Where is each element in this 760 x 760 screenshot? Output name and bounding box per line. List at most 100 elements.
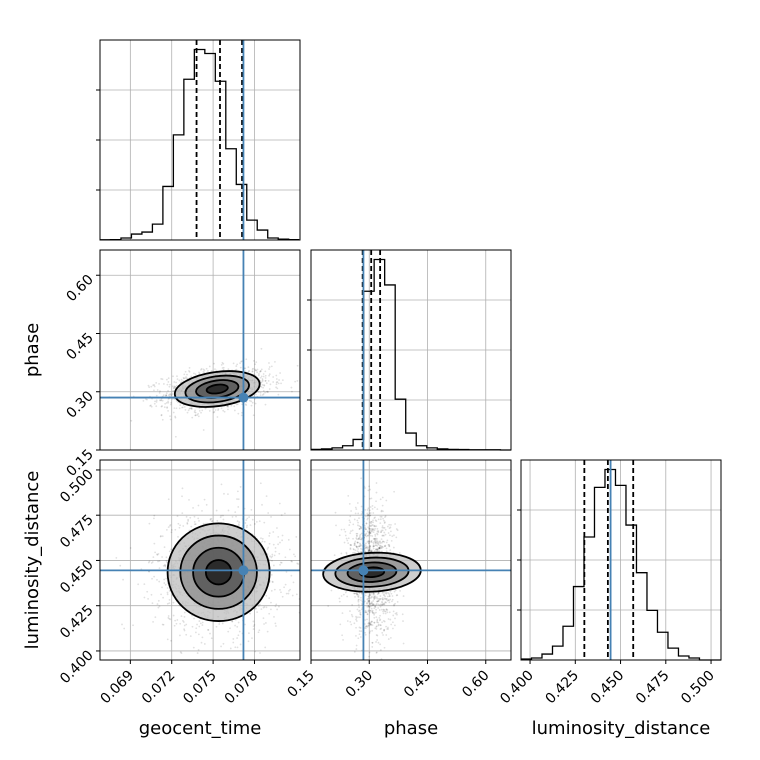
sample-point bbox=[366, 546, 369, 549]
sample-point bbox=[200, 368, 202, 371]
sample-point bbox=[194, 523, 197, 525]
sample-point bbox=[244, 522, 247, 524]
sample-point bbox=[229, 647, 232, 650]
sample-point bbox=[183, 629, 186, 632]
sample-point bbox=[271, 580, 274, 583]
sample-point bbox=[255, 521, 258, 523]
sample-point bbox=[381, 545, 384, 548]
sample-point bbox=[394, 602, 396, 605]
sample-point bbox=[161, 405, 163, 407]
sample-point bbox=[190, 525, 193, 528]
sample-point bbox=[246, 517, 249, 520]
sample-point bbox=[263, 540, 266, 543]
sample-point bbox=[182, 377, 185, 379]
sample-point bbox=[192, 506, 194, 509]
sample-point bbox=[370, 524, 373, 527]
sample-point bbox=[191, 625, 194, 628]
sample-point bbox=[366, 625, 368, 627]
sample-point bbox=[153, 514, 156, 517]
sample-point bbox=[358, 630, 361, 632]
sample-point bbox=[376, 547, 379, 550]
sample-point bbox=[295, 536, 298, 538]
sample-point bbox=[188, 370, 191, 373]
sample-point bbox=[290, 574, 293, 577]
sample-point bbox=[374, 605, 376, 607]
sample-point bbox=[370, 623, 373, 626]
sample-point bbox=[355, 537, 358, 539]
sample-point bbox=[360, 630, 363, 633]
sample-point bbox=[182, 406, 184, 409]
sample-point bbox=[167, 398, 170, 400]
sample-point bbox=[384, 601, 387, 604]
sample-point bbox=[262, 390, 265, 392]
sample-point bbox=[158, 382, 160, 385]
sample-point bbox=[183, 615, 186, 618]
x-tick-label: 0.500 bbox=[678, 668, 718, 708]
sample-point bbox=[274, 360, 276, 363]
sample-point bbox=[381, 534, 384, 537]
sample-point bbox=[289, 588, 291, 591]
sample-point bbox=[357, 610, 360, 613]
sample-point bbox=[344, 530, 347, 533]
sample-point bbox=[264, 374, 267, 377]
sample-point bbox=[350, 530, 352, 533]
sample-point bbox=[352, 592, 355, 595]
sample-point bbox=[195, 627, 198, 630]
sample-point bbox=[176, 378, 179, 381]
sample-point bbox=[214, 368, 216, 370]
sample-point bbox=[227, 630, 230, 633]
sample-point bbox=[365, 546, 368, 549]
sample-point bbox=[340, 552, 343, 555]
sample-point bbox=[368, 655, 371, 658]
sample-point bbox=[338, 600, 341, 603]
sample-point bbox=[352, 548, 355, 550]
sample-point bbox=[151, 577, 153, 580]
sample-point bbox=[395, 536, 398, 539]
sample-point bbox=[359, 551, 362, 554]
sample-point bbox=[402, 620, 404, 622]
sample-point bbox=[368, 549, 370, 552]
sample-point bbox=[353, 542, 356, 545]
sample-point bbox=[374, 533, 377, 536]
sample-point bbox=[368, 514, 370, 517]
sample-point bbox=[174, 435, 177, 438]
sample-point bbox=[383, 519, 385, 522]
sample-point bbox=[186, 522, 189, 525]
sample-point bbox=[389, 618, 392, 621]
sample-point bbox=[370, 540, 372, 543]
sample-point bbox=[342, 638, 344, 641]
sample-point bbox=[265, 495, 268, 498]
sample-point bbox=[119, 564, 122, 567]
sample-point bbox=[355, 617, 358, 619]
sample-point bbox=[155, 399, 158, 402]
sample-point bbox=[143, 583, 146, 586]
sample-point bbox=[364, 594, 367, 597]
sample-point bbox=[358, 542, 361, 545]
sample-point bbox=[368, 550, 370, 552]
sample-point bbox=[359, 547, 362, 550]
sample-point bbox=[349, 548, 352, 551]
sample-point bbox=[385, 608, 388, 611]
sample-point bbox=[270, 608, 272, 611]
sample-point bbox=[380, 546, 382, 549]
sample-point bbox=[264, 377, 267, 379]
sample-point bbox=[364, 526, 367, 529]
sample-point bbox=[257, 391, 260, 394]
sample-point bbox=[155, 394, 158, 397]
sample-point bbox=[261, 380, 264, 383]
sample-point bbox=[369, 532, 371, 535]
sample-point bbox=[330, 589, 333, 592]
sample-point bbox=[153, 389, 155, 392]
sample-point bbox=[370, 497, 373, 500]
sample-point bbox=[359, 538, 361, 541]
density-content bbox=[100, 460, 308, 660]
sample-point bbox=[402, 642, 405, 645]
sample-point bbox=[394, 624, 396, 627]
sample-point bbox=[173, 381, 176, 383]
sample-point bbox=[376, 593, 379, 596]
sample-point bbox=[369, 593, 371, 596]
sample-point bbox=[367, 622, 370, 625]
sample-point bbox=[306, 553, 308, 555]
sample-point bbox=[175, 384, 178, 387]
sample-point bbox=[241, 411, 243, 414]
